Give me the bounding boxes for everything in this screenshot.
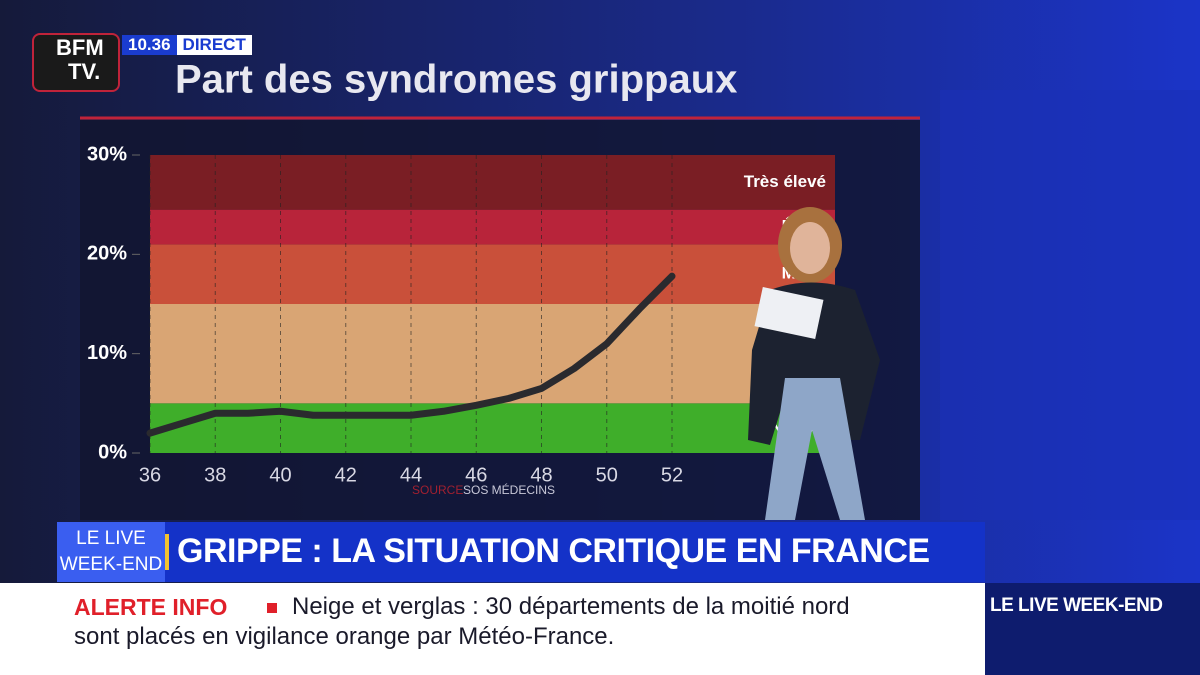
show-tag: LE LIVE WEEK-END xyxy=(57,522,165,582)
logo: BFM TV. xyxy=(32,33,120,92)
clock: 10.36 DIRECT xyxy=(122,35,252,55)
logo-text: TV. xyxy=(68,59,101,84)
presenter xyxy=(748,207,880,520)
time: 10.36 xyxy=(122,35,177,55)
show-tag-line: WEEK-END xyxy=(59,554,163,575)
x-tick-label: 42 xyxy=(335,464,357,486)
y-tick-label: 20% xyxy=(87,243,127,265)
headline: GRIPPE : LA SITUATION CRITIQUE EN FRANCE xyxy=(177,532,930,570)
band-label: Très élevé xyxy=(744,172,826,191)
x-tick-label: 46 xyxy=(465,464,487,486)
source: SOS MÉDECINS xyxy=(463,482,555,497)
source-label: SOURCE xyxy=(412,483,463,497)
x-tick-label: 38 xyxy=(204,464,226,486)
x-tick-label: 48 xyxy=(530,464,552,486)
show-tag-line: LE LIVE xyxy=(76,528,146,549)
y-tick-label: 30% xyxy=(87,143,127,165)
chart-title: Part des syndromes grippaux xyxy=(175,58,737,102)
show-box: LE LIVE WEEK-END xyxy=(985,583,1200,675)
risk-band xyxy=(150,155,835,210)
presenter-jeans xyxy=(765,378,865,520)
x-tick-label: 40 xyxy=(269,464,291,486)
ticker-text: sont placés en vigilance orange par Mété… xyxy=(74,623,615,650)
y-tick-label: 10% xyxy=(87,342,127,364)
alert-label: ALERTE INFO xyxy=(74,594,228,620)
logo-text: BFM xyxy=(56,35,104,60)
divider xyxy=(165,534,169,570)
show-name: LE LIVE WEEK-END xyxy=(990,595,1163,616)
risk-band xyxy=(150,244,835,304)
data-line xyxy=(146,272,676,437)
x-tick-label: 36 xyxy=(139,464,161,486)
y-tick-label: 0% xyxy=(98,441,127,463)
backdrop-panel xyxy=(940,90,1200,520)
presenter-paper xyxy=(754,286,824,340)
risk-band xyxy=(150,304,835,404)
risk-band xyxy=(150,209,835,245)
x-tick-label: 52 xyxy=(661,464,683,486)
presenter-face xyxy=(790,222,830,274)
x-tick-label: 50 xyxy=(596,464,618,486)
x-tick-label: 44 xyxy=(400,464,422,486)
live-status: DIRECT xyxy=(182,35,246,54)
ticker-text: Neige et verglas : 30 départements de la… xyxy=(292,593,850,620)
ticker: ALERTE INFO Neige et verglas : 30 départ… xyxy=(0,583,985,675)
headline-banner: LE LIVE WEEK-END GRIPPE : LA SITUATION C… xyxy=(57,522,985,582)
alert-bullet xyxy=(267,603,277,613)
